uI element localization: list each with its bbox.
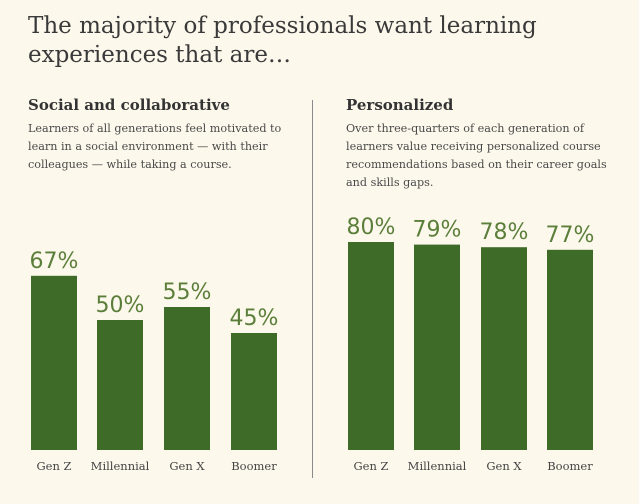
value-label-personalized-gen-x: 78% [480,220,529,245]
bar-personalized-millennial [414,244,460,450]
category-label-social-gen-z: Gen Z [36,459,71,473]
panel-heading-personalized: Personalized [346,96,454,114]
value-label-personalized-millennial: 79% [413,218,462,243]
category-label-social-millennial: Millennial [91,459,150,473]
value-label-social-millennial: 50% [96,293,145,318]
value-label-personalized-gen-z: 80% [347,215,396,240]
bar-personalized-gen-z [348,242,394,450]
value-label-social-gen-x: 55% [163,280,212,305]
bar-social-gen-z [31,275,77,450]
panel-personalized: Personalized Over three-quarters of each… [346,96,616,192]
page-title: The majority of professionals want learn… [28,13,537,68]
panel-divider [312,100,313,478]
category-label-personalized-gen-x: Gen X [486,459,522,473]
value-label-personalized-boomer: 77% [546,223,595,248]
category-label-social-gen-x: Gen X [169,459,205,473]
panel-social: Social and collaborative Learners of all… [28,96,298,174]
bar-social-boomer [231,333,277,450]
panel-heading-social: Social and collaborative [28,96,230,114]
bar-social-gen-x [164,307,210,450]
value-label-social-gen-z: 67% [30,249,79,274]
category-label-social-boomer: Boomer [231,459,277,473]
panel-description-social: Learners of all generations feel motivat… [28,122,282,171]
category-label-personalized-boomer: Boomer [547,459,593,473]
panel-description-personalized: Over three-quarters of each generation o… [346,122,607,189]
bar-personalized-gen-x [481,247,527,450]
category-label-personalized-gen-z: Gen Z [353,459,388,473]
bar-social-millennial [97,320,143,450]
category-label-personalized-millennial: Millennial [408,459,467,473]
bar-personalized-boomer [547,249,593,450]
value-label-social-boomer: 45% [230,306,279,331]
